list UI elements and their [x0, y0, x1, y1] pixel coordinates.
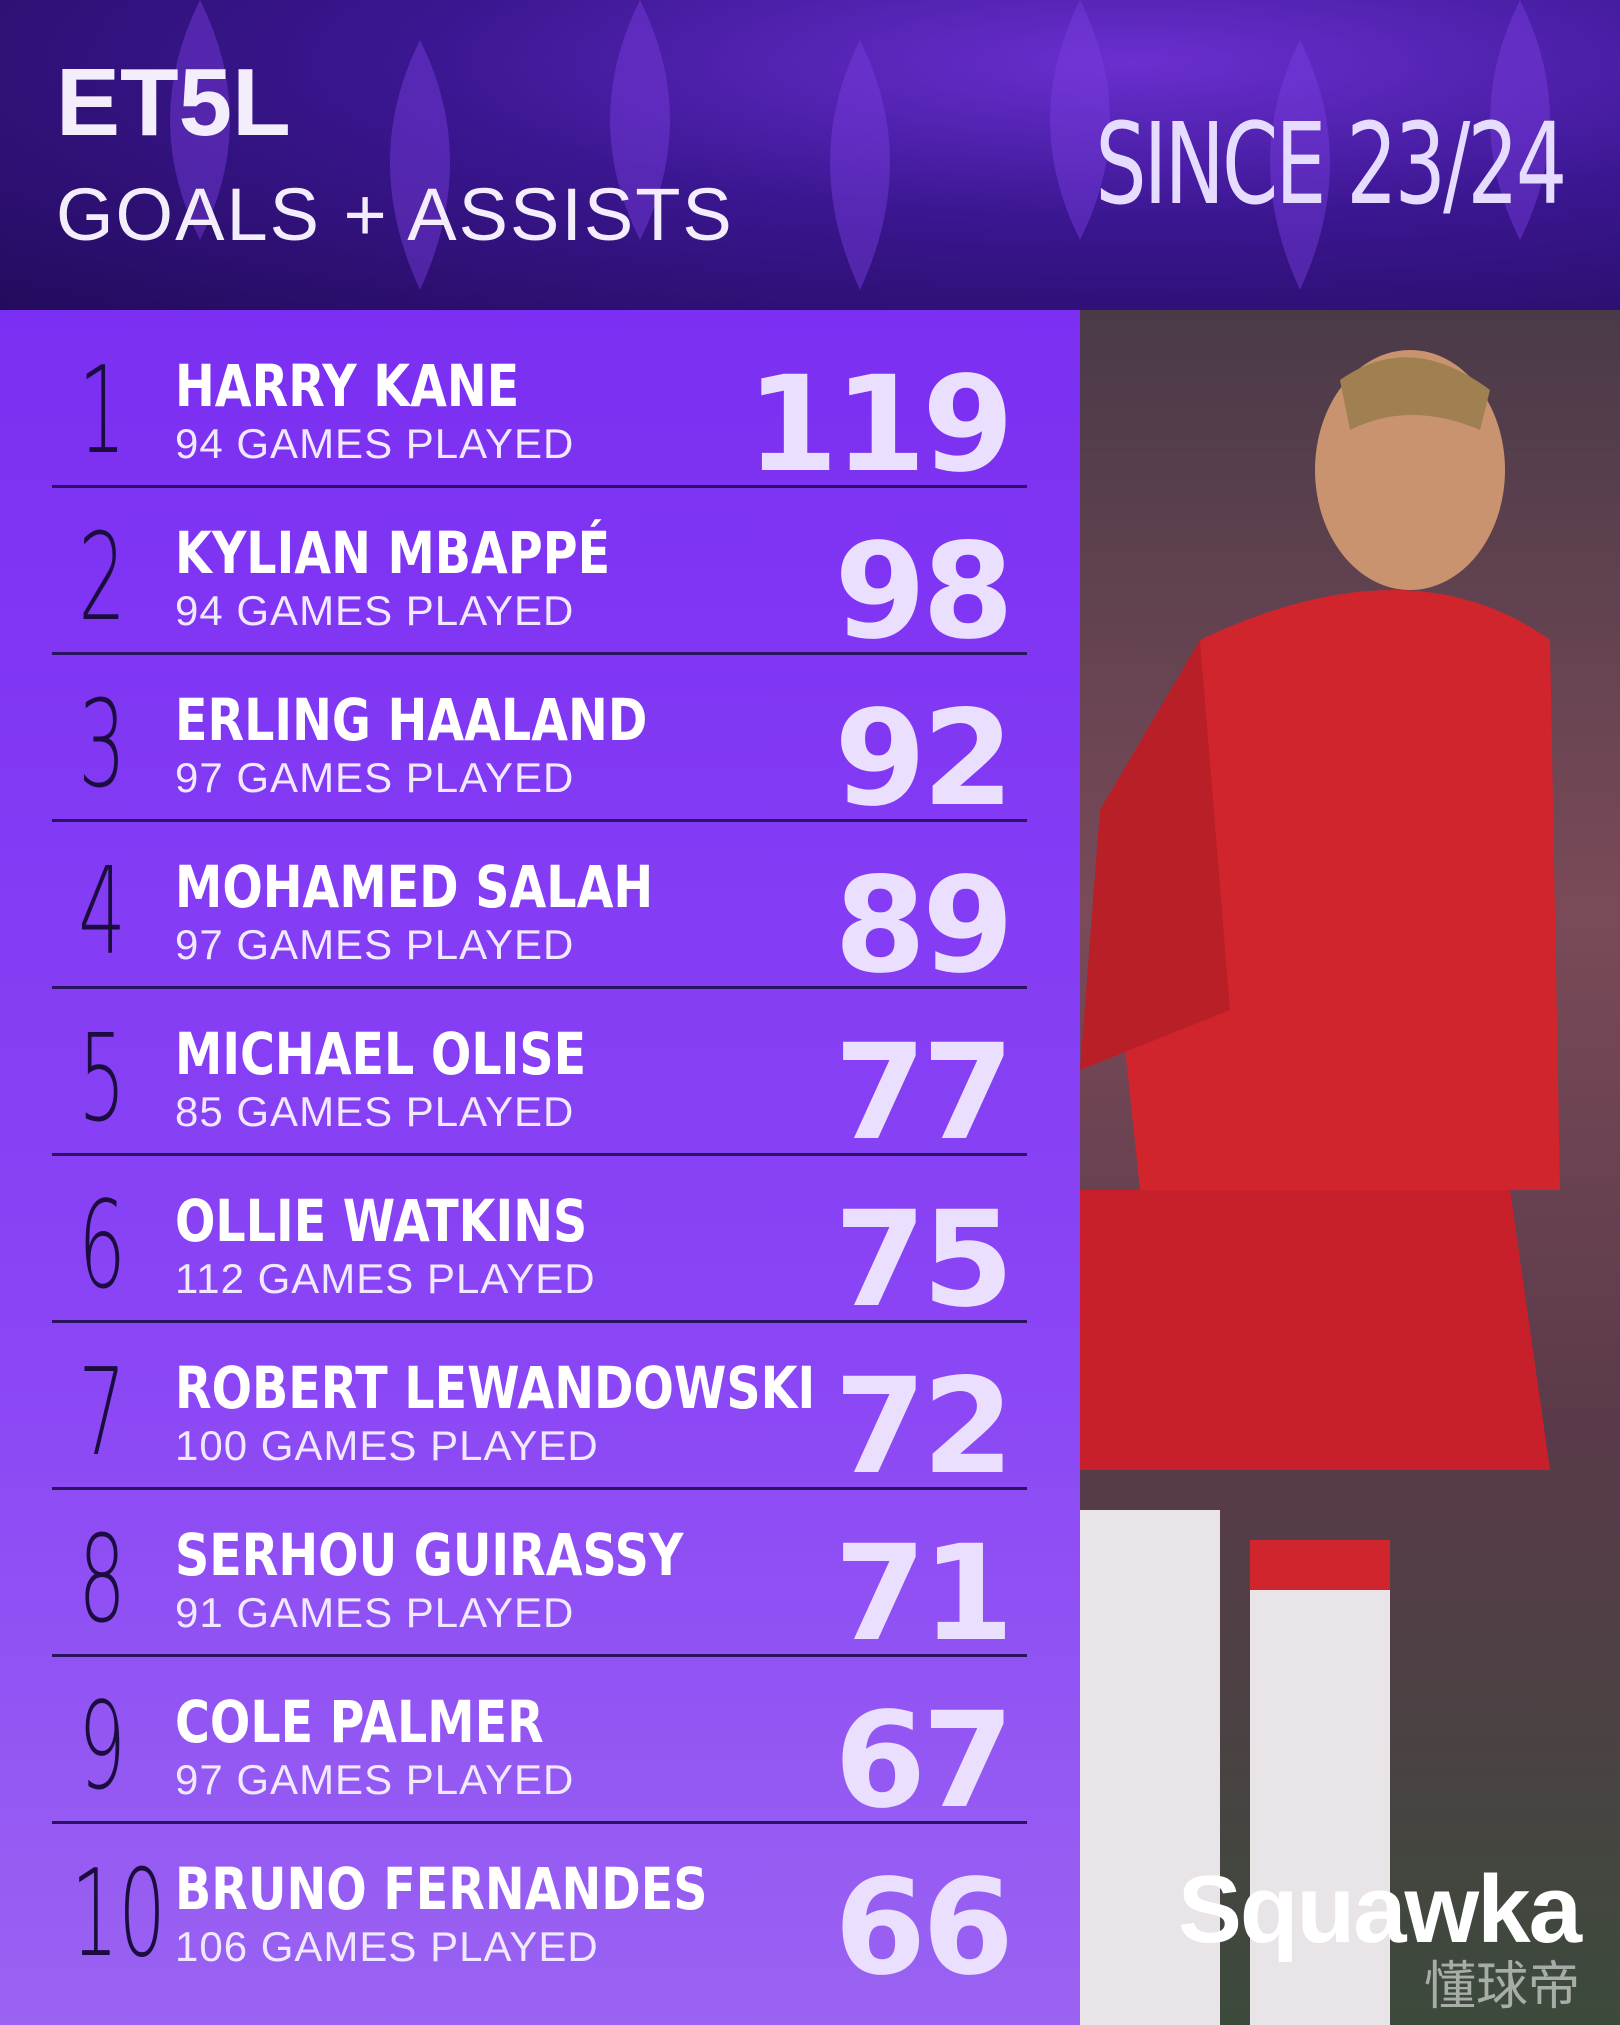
- separator: [52, 652, 1027, 655]
- row: 2 KYLIAN MBAPPÉ 94 GAMES PLAYED 98: [0, 487, 1080, 669]
- games-played: 97 GAMES PLAYED: [175, 754, 575, 801]
- separator: [52, 986, 1027, 989]
- row: 4 MOHAMED SALAH 97 GAMES PLAYED 89: [0, 821, 1080, 1003]
- games-played: 97 GAMES PLAYED: [175, 921, 575, 968]
- rank: 8: [78, 1511, 126, 1650]
- goal-contributions: 75: [834, 1183, 1014, 1337]
- games-played: 85 GAMES PLAYED: [175, 1088, 575, 1135]
- title: ET5L: [56, 49, 291, 156]
- games-played: 100 GAMES PLAYED: [175, 1422, 599, 1469]
- rank: 7: [78, 1344, 126, 1483]
- header-pattern: [170, 0, 1550, 290]
- row: 3 ERLING HAALAND 97 GAMES PLAYED 92: [0, 654, 1080, 836]
- rank: 5: [78, 1010, 126, 1149]
- player-name: ROBERT LEWANDOWSKI: [175, 1354, 816, 1422]
- row: 10 BRUNO FERNANDES 106 GAMES PLAYED 66: [0, 1823, 1080, 2005]
- brand: Squawka: [1177, 1856, 1582, 1963]
- goal-contributions: 119: [746, 348, 1014, 502]
- player-name: OLLIE WATKINS: [175, 1187, 588, 1255]
- separator: [52, 1320, 1027, 1323]
- games-played: 106 GAMES PLAYED: [175, 1923, 599, 1970]
- period: SINCE 23/24: [1095, 100, 1567, 230]
- goal-contributions: 66: [834, 1851, 1014, 2005]
- row: 1 HARRY KANE 94 GAMES PLAYED 119: [0, 320, 1080, 502]
- row: 7 ROBERT LEWANDOWSKI 100 GAMES PLAYED 72: [0, 1322, 1080, 1504]
- row: 5 MICHAEL OLISE 85 GAMES PLAYED 77: [0, 988, 1080, 1170]
- rank: 2: [78, 509, 126, 648]
- player-photo: Squawka 懂球帝: [1080, 310, 1620, 2025]
- watermark: 懂球帝: [1423, 1958, 1580, 2016]
- goal-contributions: 98: [834, 515, 1014, 669]
- header: ET5L GOALS + ASSISTS SINCE 23/24: [0, 0, 1620, 310]
- subtitle: GOALS + ASSISTS: [56, 173, 734, 256]
- player-name: MOHAMED SALAH: [175, 853, 654, 921]
- games-played: 94 GAMES PLAYED: [175, 420, 575, 467]
- games-played: 112 GAMES PLAYED: [175, 1255, 596, 1302]
- goal-contributions: 72: [834, 1350, 1014, 1504]
- rank: 4: [78, 843, 126, 982]
- rank: 3: [78, 676, 126, 815]
- row: 8 SERHOU GUIRASSY 91 GAMES PLAYED 71: [0, 1489, 1080, 1671]
- separator: [52, 1487, 1027, 1490]
- player-name: BRUNO FERNANDES: [175, 1855, 708, 1923]
- games-played: 97 GAMES PLAYED: [175, 1756, 575, 1803]
- rank: 1: [78, 342, 126, 481]
- row: 9 COLE PALMER 97 GAMES PLAYED 67: [0, 1656, 1080, 1838]
- player-name: ERLING HAALAND: [175, 686, 648, 754]
- player-name: SERHOU GUIRASSY: [175, 1521, 684, 1589]
- games-played: 91 GAMES PLAYED: [175, 1589, 575, 1636]
- rank: 10: [71, 1845, 166, 1984]
- player-name: KYLIAN MBAPPÉ: [175, 519, 611, 587]
- player-name: COLE PALMER: [175, 1688, 544, 1756]
- player-name: MICHAEL OLISE: [175, 1020, 587, 1088]
- goal-contributions: 67: [834, 1684, 1014, 1838]
- separator: [52, 1654, 1027, 1657]
- goal-contributions: 92: [834, 682, 1014, 836]
- goal-contributions: 77: [834, 1016, 1014, 1170]
- rank: 9: [78, 1678, 126, 1817]
- player-name: HARRY KANE: [175, 352, 520, 420]
- separator: [52, 1821, 1027, 1824]
- separator: [52, 1153, 1027, 1156]
- goal-contributions: 71: [834, 1517, 1014, 1671]
- photo-figure: [1080, 350, 1560, 2025]
- separator: [52, 819, 1027, 822]
- goal-contributions: 89: [834, 849, 1014, 1003]
- row: 6 OLLIE WATKINS 112 GAMES PLAYED 75: [0, 1155, 1080, 1337]
- games-played: 94 GAMES PLAYED: [175, 587, 575, 634]
- ranking-list: 1 HARRY KANE 94 GAMES PLAYED 119 2 KYLIAN MBA…: [0, 310, 1080, 2025]
- separator: [52, 485, 1027, 488]
- rank: 6: [78, 1177, 126, 1316]
